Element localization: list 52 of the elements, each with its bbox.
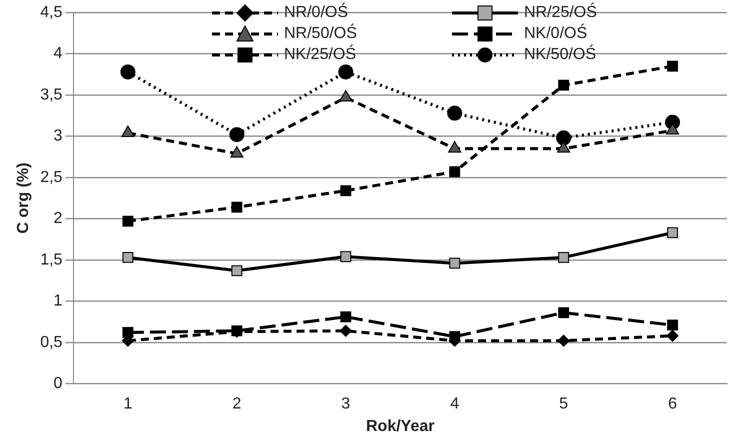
point: [667, 320, 678, 331]
y-tick-label: 2,5: [40, 168, 63, 186]
legend-label: NK/25/OŚ: [284, 46, 356, 64]
point: [449, 166, 460, 178]
point: [122, 252, 134, 263]
legend-label: NR/25/OŚ: [524, 4, 597, 22]
point: [447, 106, 462, 121]
y-tick-label: 0: [54, 375, 63, 392]
point: [449, 258, 460, 269]
point: [667, 60, 678, 72]
y-tick-label: 2: [54, 210, 63, 228]
x-tick-label: 2: [232, 396, 242, 413]
y-tick-label: 3: [54, 128, 63, 145]
point: [666, 330, 679, 342]
point: [557, 141, 570, 153]
legend-label: NK/0/OŚ: [524, 24, 588, 42]
point: [558, 252, 570, 263]
point: [339, 90, 352, 102]
x-tick-label: 6: [668, 396, 678, 413]
y-tick-label: 4,5: [40, 4, 63, 22]
y-axis-title: C org (%): [15, 162, 32, 234]
x-tick-label: 5: [559, 396, 568, 413]
point: [340, 311, 352, 322]
legend-label: NK/50/OŚ: [524, 46, 596, 64]
point: [340, 185, 352, 196]
x-tick-label: 3: [341, 396, 350, 413]
y-tick-label: 0,5: [40, 334, 63, 351]
legend-label: NR/50/OŚ: [284, 24, 357, 42]
y-tick-label: 1,5: [40, 251, 63, 268]
x-tick-label: 4: [450, 396, 460, 413]
point: [558, 80, 570, 91]
y-tick-label: 4: [54, 45, 63, 62]
x-axis-title: Rok/Year: [366, 418, 434, 435]
point: [558, 307, 570, 318]
point: [340, 324, 352, 337]
point: [122, 216, 134, 227]
x-tick-label: 1: [123, 396, 132, 413]
y-tick-label: 1: [54, 292, 63, 310]
point: [667, 227, 678, 238]
point: [338, 64, 354, 80]
point: [231, 265, 242, 276]
point: [229, 127, 244, 142]
point: [556, 130, 572, 146]
point: [558, 334, 570, 347]
point: [230, 146, 244, 158]
point: [231, 202, 242, 213]
legend-label: NR/0/OŚ: [284, 4, 348, 22]
point: [448, 141, 462, 153]
point: [120, 64, 136, 80]
y-tick-label: 3,5: [40, 86, 63, 104]
point: [340, 251, 352, 262]
point: [122, 327, 134, 338]
